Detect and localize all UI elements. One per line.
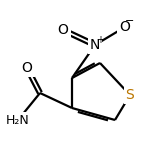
Text: +: +	[96, 35, 104, 45]
Text: −: −	[125, 16, 135, 26]
Text: N: N	[90, 38, 100, 52]
Text: O: O	[120, 20, 130, 34]
Text: H₂N: H₂N	[6, 113, 30, 126]
Text: O: O	[58, 23, 68, 37]
Text: S: S	[126, 88, 134, 102]
Text: O: O	[22, 61, 32, 75]
